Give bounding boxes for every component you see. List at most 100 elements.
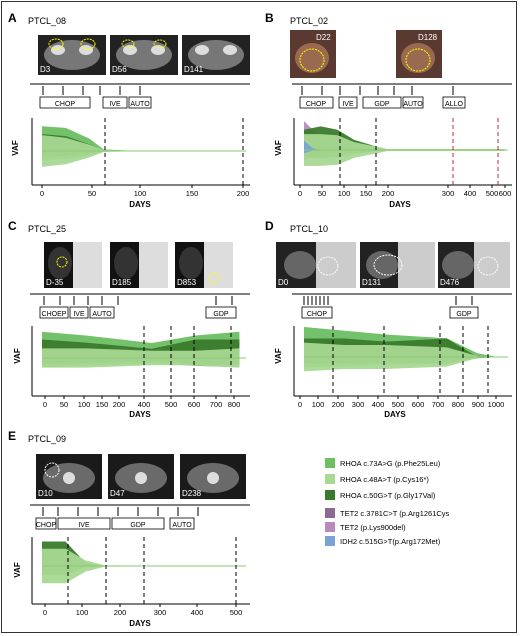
x-tick-label: 50 (318, 189, 326, 198)
treatment-c-auto: AUTO (92, 311, 112, 318)
x-tick-label: 700 (432, 400, 445, 409)
panel-c-xlabel: DAYS (129, 410, 151, 419)
x-tick-label: 400 (138, 400, 151, 409)
legend-label-rhoa_73: RHOA c.73A>G (p.Phe25Leu) (340, 459, 441, 468)
legend-swatch-rhoa_73 (325, 458, 335, 468)
scan-label-a-2: D141 (184, 65, 204, 74)
panel-a-xlabel: DAYS (129, 200, 151, 209)
panel-c-ylabel: VAF (13, 348, 22, 364)
scan-label-e-1: D47 (110, 489, 125, 498)
x-tick-label: 300 (442, 189, 455, 198)
x-tick-label: 1000 (488, 400, 505, 409)
scan-label-d-2: D476 (440, 278, 460, 287)
panel-a-treatments: CHOP IVE AUTO (39, 96, 152, 109)
x-tick-label: 0 (40, 189, 44, 198)
panel-e-plot: 0 100 200 300 400 500 (31, 537, 250, 617)
x-tick-label: 100 (338, 189, 351, 198)
scan-label-a-0: D3 (40, 65, 51, 74)
x-tick-label: 500 (392, 400, 405, 409)
panel-c-plot: 0 50 100 150 200 400 500 600 700 800 (31, 326, 250, 409)
x-tick-label: 400 (464, 189, 477, 198)
panel-letter-b: B (265, 11, 274, 25)
scan-label-d-0: D0 (278, 278, 289, 287)
panel-b-title: PTCL_02 (290, 16, 328, 26)
x-tick-label: 900 (472, 400, 485, 409)
treatment-b-chop: CHOP (306, 101, 327, 108)
treatment-b-allo: ALLO (445, 101, 463, 108)
panel-letter-a: A (8, 11, 17, 25)
panel-d: D PTCL_10 D0 D131 D476 (265, 219, 512, 419)
treatment-e-gdp: GDP (130, 522, 146, 529)
scan-label-a-1: D56 (112, 65, 127, 74)
legend-swatch-tet2_900 (325, 522, 335, 532)
x-tick-label: 600 (188, 400, 201, 409)
legend-label-rhoa_48: RHOA c.48A>T (p.Cys16*) (340, 475, 429, 484)
legend-label-tet2_3781: TET2 c.3781C>T (p.Arg1261Cys (340, 509, 450, 518)
x-tick-label: 0 (43, 400, 47, 409)
panel-a-title: PTCL_08 (28, 16, 66, 26)
panel-c-title: PTCL_25 (28, 224, 66, 234)
treatment-b-ive: IVE (342, 101, 354, 108)
panel-c-arrows (43, 296, 233, 305)
scan-label-e-2: D238 (182, 489, 202, 498)
legend-label-tet2_900: TET2 (p.Lys900del) (340, 523, 406, 532)
treatment-c-gdp: GDP (213, 311, 229, 318)
panel-letter-c: C (8, 219, 17, 233)
panel-d-plot: 0 100 200 300 400 500 600 700 800 900 1000 (293, 326, 512, 409)
panel-b-arrows (301, 86, 454, 95)
x-tick-label: 150 (186, 189, 199, 198)
treatment-e-ive: IVE (78, 522, 90, 529)
legend-swatch-tet2_3781 (325, 508, 335, 518)
panel-e-ylabel: VAF (13, 562, 22, 578)
panel-c-treatments: CHOEP IVE AUTO GDP (39, 306, 237, 319)
x-tick-label: 200 (332, 400, 345, 409)
x-tick-label: 400 (191, 608, 204, 617)
scan-label-e-0: D10 (38, 489, 53, 498)
treatment-a-auto: AUTO (130, 101, 150, 108)
x-tick-label: 800 (228, 400, 241, 409)
scan-label-c-1: D185 (112, 278, 132, 287)
panel-e: E PTCL_09 D10 D47 D238 (8, 429, 250, 628)
legend-label-rhoa_50: RHOA c.50G>T (p.Gly17Val) (340, 491, 436, 500)
x-tick-label: 400 (372, 400, 385, 409)
x-tick-label: 300 (352, 400, 365, 409)
x-tick-label: 500 (486, 189, 499, 198)
treatment-e-chop: CHOP (36, 522, 57, 529)
treatment-c-ive: IVE (73, 311, 85, 318)
panel-b-treatments: CHOP IVE GDP AUTO ALLO (299, 96, 466, 109)
scan-label-b-0: D22 (316, 33, 331, 42)
legend-swatch-rhoa_48 (325, 474, 335, 484)
x-tick-label: 600 (412, 400, 425, 409)
x-tick-label: 100 (78, 400, 91, 409)
x-tick-label: 100 (312, 400, 325, 409)
panel-d-title: PTCL_10 (290, 224, 328, 234)
x-tick-label: 100 (76, 608, 89, 617)
panel-a: A PTCL_08 D3 D56 D141 (8, 11, 250, 209)
x-tick-label: 700 (210, 400, 223, 409)
panel-b-xlabel: DAYS (389, 200, 411, 209)
legend-swatch-rhoa_50 (325, 490, 335, 500)
panel-e-treatments: CHOP IVE GDP AUTO (35, 517, 195, 530)
legend-label-idh2_515: IDH2 c.515G>T(p.Arg172Met) (340, 537, 441, 546)
panel-e-xlabel: DAYS (129, 619, 151, 628)
x-tick-label: 0 (43, 608, 47, 617)
x-tick-label: 50 (60, 400, 68, 409)
panel-d-xlabel: DAYS (384, 410, 406, 419)
scan-label-c-2: D853 (177, 278, 197, 287)
treatment-a-ive: IVE (109, 101, 121, 108)
panel-d-treatments: CHOP GDP (301, 306, 479, 319)
x-tick-label: 150 (96, 400, 109, 409)
panel-b-ylabel: VAF (274, 140, 283, 156)
treatment-c-choep: CHOEP (42, 311, 67, 318)
panel-c-scans: D-35 D185 D853 (44, 242, 233, 288)
x-tick-label: 200 (237, 189, 250, 198)
treatment-b-auto: AUTO (403, 101, 423, 108)
treatment-e-auto: AUTO (172, 522, 192, 529)
scan-label-c-0: D-35 (46, 278, 64, 287)
panel-b: B PTCL_02 D22 D128 CHOP (265, 11, 512, 209)
scan-label-d-1: D131 (362, 278, 382, 287)
panel-letter-d: D (265, 219, 274, 233)
